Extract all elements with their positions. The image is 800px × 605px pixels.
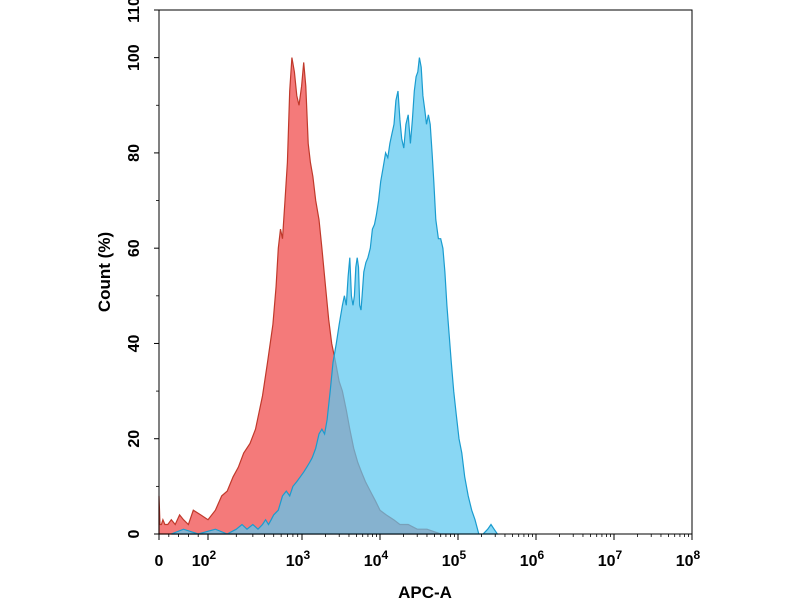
x-tick-label: 102 bbox=[192, 548, 217, 570]
x-tick-label: 103 bbox=[286, 548, 311, 570]
y-tick-label: 100 bbox=[126, 44, 143, 71]
series-layer bbox=[158, 57, 499, 535]
x-tick-exponent: 8 bbox=[694, 548, 701, 562]
y-axis: 0 20 40 60 80 100 110 bbox=[126, 0, 159, 538]
x-tick-exponent: 3 bbox=[304, 548, 311, 562]
x-tick-label: 104 bbox=[364, 548, 389, 570]
y-axis-label: Count (%) bbox=[95, 232, 114, 312]
x-tick-exponent: 5 bbox=[460, 548, 467, 562]
x-tick-exponent: 4 bbox=[382, 548, 389, 562]
x-tick-exponent: 6 bbox=[538, 548, 545, 562]
y-tick-label: 20 bbox=[126, 430, 143, 448]
x-tick-label: 106 bbox=[520, 548, 545, 570]
histogram-series-2 bbox=[171, 57, 499, 535]
y-tick-label: 80 bbox=[126, 144, 143, 162]
x-tick-label: 0 bbox=[155, 553, 164, 570]
y-tick-label: 60 bbox=[126, 239, 143, 257]
x-tick-label: 108 bbox=[676, 548, 701, 570]
x-tick-exponent: 7 bbox=[616, 548, 623, 562]
y-tick-label: 110 bbox=[126, 0, 143, 23]
x-tick-label: 105 bbox=[442, 548, 467, 570]
y-tick-label: 0 bbox=[126, 529, 143, 538]
x-tick-exponent: 2 bbox=[210, 548, 217, 562]
x-tick-label: 107 bbox=[598, 548, 623, 570]
x-axis: 0 102 103 104 105 106 107 108 bbox=[155, 534, 701, 570]
x-axis-label: APC-A bbox=[398, 583, 452, 600]
plot-frame bbox=[158, 9, 693, 535]
y-tick-label: 40 bbox=[126, 334, 143, 352]
